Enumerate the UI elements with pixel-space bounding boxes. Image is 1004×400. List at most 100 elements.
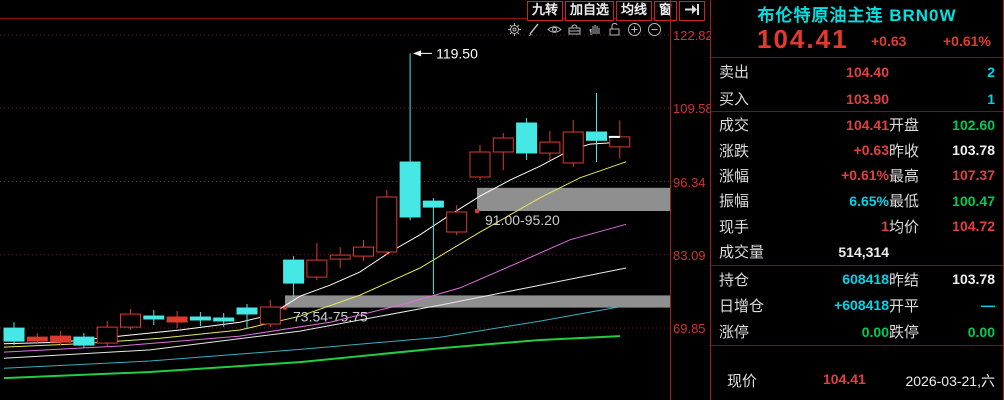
separator [711,111,1003,112]
chart-toolbar: 九转 加自选 均线窗 [527,1,706,21]
stat-value: 0.00 [967,323,995,340]
zone-anchor [283,305,287,310]
candle [586,131,607,141]
quote-panel: 布伦特原油主连 BRN0W 104.41 +0.63 +0.61% 卖出 104.… [710,0,1004,400]
order-count: 2 [987,63,995,80]
lock-icon[interactable] [606,21,623,38]
stat-value: 104.41 [846,116,889,133]
toolbar-button-窗[interactable]: 窗 [654,1,678,21]
candle [259,306,281,325]
scroll-right-icon[interactable] [679,1,706,21]
daily-stat-rows: 成交 104.41 开盘 102.60 涨跌 +0.63 昨收 103.78 涨幅 +0.61% 最… [711,112,1003,264]
stat-label: 日增仓 [719,297,765,315]
separator [711,345,1003,346]
stat-value: — [981,297,995,314]
position-row: 涨停 0.00 跌停 0.00 [711,319,1003,345]
order-label: 卖出 [719,64,750,81]
stat-value: +0.61% [841,167,889,184]
stat-label: 开盘 [889,117,920,135]
candle [329,254,351,260]
stat-label: 最高 [889,167,920,185]
stat-value: 100.47 [952,192,995,209]
separator [711,265,1003,266]
annotation-arrow-icon [413,50,422,57]
stat-value: 514,314 [838,243,889,260]
order-count: 1 [987,90,995,107]
candle [120,313,141,328]
draw-icon[interactable] [526,21,543,38]
current-price-label: 现价 [727,373,758,390]
current-price-value: 104.41 [823,371,866,387]
zone-anchor [475,209,479,213]
stat-value: 103.78 [952,271,995,288]
drag-hand-icon[interactable] [586,21,603,38]
y-axis-tick-label: 96.34 [673,174,706,190]
instrument-title: 布伦特原油主连 BRN0W [757,6,957,25]
stat-value: 102.60 [952,116,995,133]
y-axis-tick-label: 83.09 [673,247,706,263]
y-axis-line [670,0,671,400]
candle [399,161,421,218]
stat-value: 107.37 [952,167,995,184]
stat-label: 开平 [889,297,920,315]
price-zone[interactable] [285,295,670,308]
daily-stat-row: 成交量 514,314 [711,239,1003,264]
order-price: 103.90 [846,90,889,107]
zoom-in-icon[interactable] [626,21,643,38]
stat-label: 持仓 [719,271,750,289]
stat-label: 昨结 [889,271,920,289]
bid-ask-rows: 卖出 104.40 2 买入 103.90 1 [711,58,1003,112]
order-price: 104.40 [846,63,889,80]
daily-stat-row: 涨幅 +0.61% 最高 107.37 [711,163,1003,188]
stat-value: 103.78 [952,142,995,159]
quote-date: 2026-03-21,六 [905,373,995,389]
toolbar-button-均线[interactable]: 均线 [616,1,653,21]
candle [73,336,95,346]
position-rows: 持仓 608418 昨结 103.78 日增仓 +608418 开平 — 涨停 0.00 跌停 0.0… [711,266,1003,345]
candle [469,151,491,178]
candle [236,307,258,315]
candle [283,259,305,284]
candle [539,141,561,154]
candle [306,259,328,278]
position-row: 持仓 608418 昨结 103.78 [711,266,1003,292]
price-zone[interactable] [477,187,670,211]
drawing-toolbar [506,21,663,38]
separator [711,57,1003,58]
current-price-tick [608,135,620,138]
zone-label: 91.00-95.20 [485,212,560,228]
price-change-percent: +0.61% [943,33,991,49]
toolbar-button-九转[interactable]: 九转 [527,1,564,21]
stat-value: 608418 [842,271,889,288]
high-annotation-label: 119.50 [436,45,478,61]
eye-icon[interactable] [546,21,563,38]
last-price: 104.41 [757,24,849,54]
stat-value: 1 [881,218,889,235]
stat-label: 最低 [889,193,920,211]
candle [376,196,398,253]
stat-label: 成交 [719,117,750,135]
price-row: 104.41 +0.63 +0.61% [711,24,1003,56]
settings-icon[interactable] [506,21,523,38]
toolbox-icon[interactable] [566,21,583,38]
stat-label: 振幅 [719,193,750,211]
order-row: 买入 103.90 1 [711,85,1003,112]
candlestick-chart-canvas[interactable]: 91.00-95.20 73.54-75.75 119.50 九转 加自选 均线窗 12… [0,0,713,400]
candle [96,326,118,344]
stat-value: +0.63 [853,142,889,159]
zoom-out-icon[interactable] [646,21,663,38]
price-change: +0.63 [871,33,907,49]
MA-green [3,335,621,380]
candle [143,315,165,320]
current-price-row: 现价 104.41 2026-03-21,六 [711,366,1003,392]
stat-value: +608418 [834,297,889,314]
MA-cyan [3,306,621,369]
toolbar-button-加自选[interactable]: 加自选 [565,1,615,21]
candle [213,317,235,322]
candle [422,200,444,208]
stat-label: 涨跌 [719,142,750,160]
candle [516,122,538,154]
stat-label: 均价 [889,218,920,236]
position-row: 日增仓 +608418 开平 — [711,292,1003,318]
stat-label: 涨幅 [719,167,750,185]
